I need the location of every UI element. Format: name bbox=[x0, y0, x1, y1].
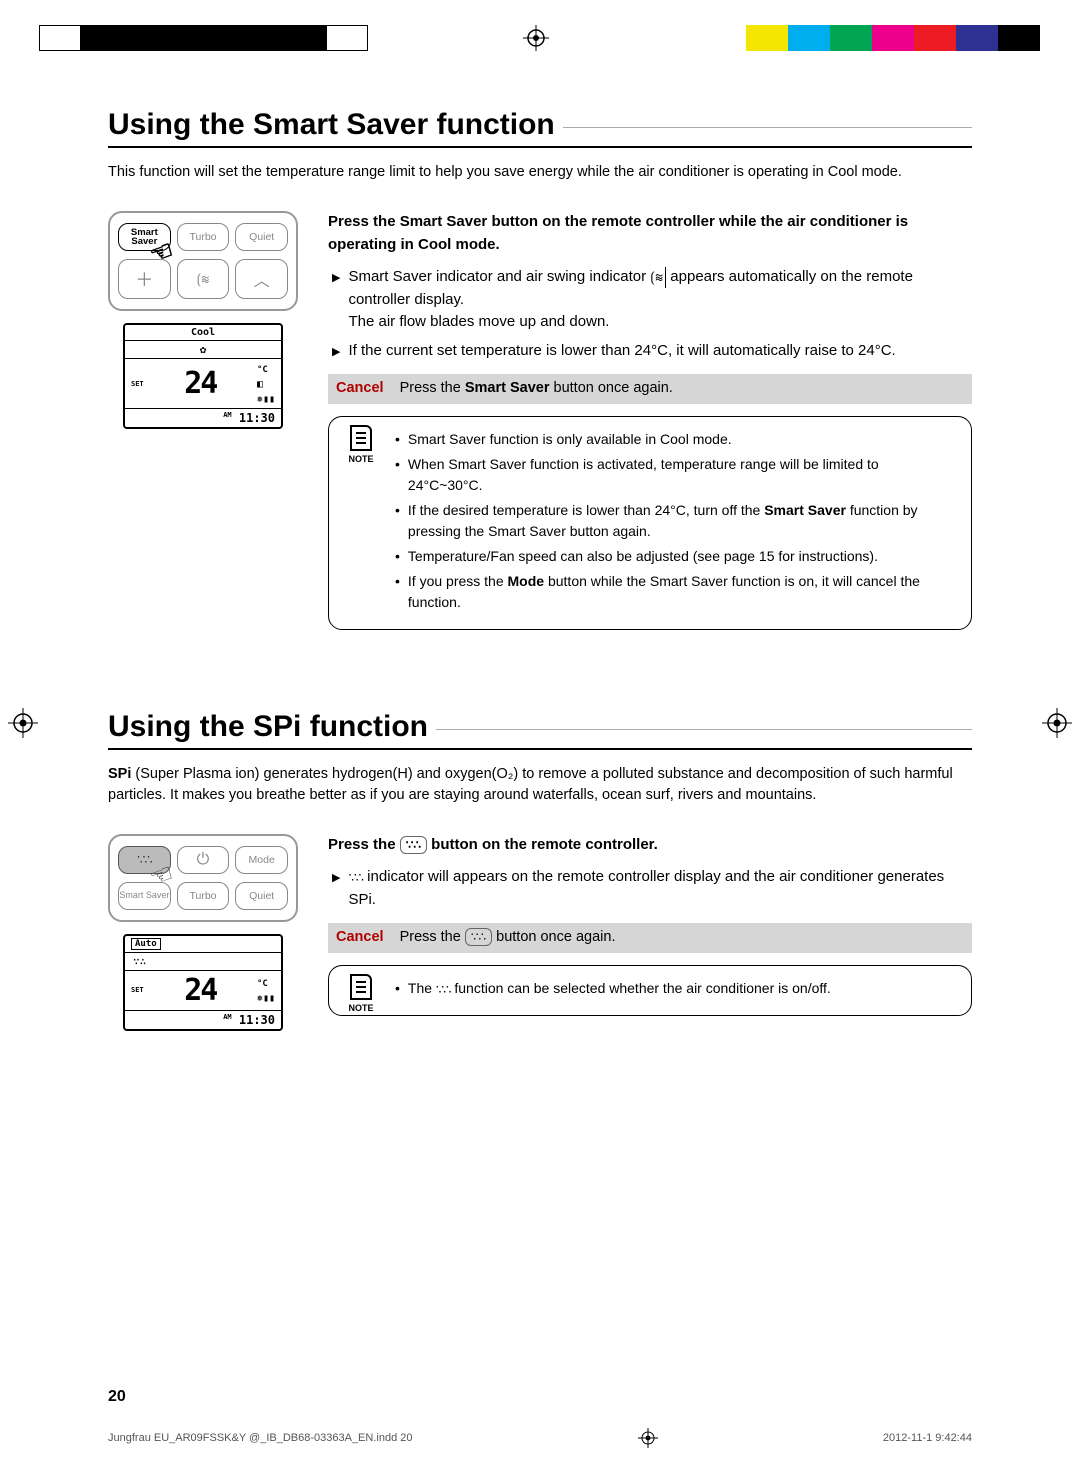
swing-inline-icon: ⟮≋ bbox=[650, 267, 666, 288]
spi-inline-icon: ∵∴ bbox=[436, 980, 451, 1000]
quiet-button-2[interactable]: Quiet bbox=[235, 882, 288, 910]
power-icon: ⏻ bbox=[197, 851, 210, 869]
section1-title: Using the Smart Saver function bbox=[108, 108, 972, 148]
plus-icon: ＋ bbox=[135, 266, 153, 292]
cancel-label-2: Cancel bbox=[336, 927, 384, 949]
note-item: If you press the Mode button while the S… bbox=[395, 571, 957, 613]
triangle-icon: ▶ bbox=[332, 344, 340, 363]
lcd-am-2: AM bbox=[223, 1013, 231, 1021]
section1-note: NOTE Smart Saver function is only availa… bbox=[328, 416, 972, 630]
triangle-icon: ▶ bbox=[332, 870, 340, 911]
lcd-display-2: Auto ∵∴ SET 24 °C ❅▮▮ AM 11:30 bbox=[123, 934, 283, 1031]
print-datetime: 2012-11-1 9:42:44 bbox=[883, 1432, 972, 1444]
page-content: Using the Smart Saver function This func… bbox=[108, 108, 972, 1356]
registration-target-icon bbox=[523, 25, 549, 51]
section1-bullet2: ▶ If the current set temperature is lowe… bbox=[328, 340, 972, 363]
note-item: If the desired temperature is lower than… bbox=[395, 500, 957, 542]
lcd-time-2: 11:30 bbox=[239, 1013, 275, 1027]
lcd-temp: 24 bbox=[144, 366, 257, 401]
note-icon: NOTE bbox=[341, 974, 381, 1016]
spi-button[interactable]: ∵∴ ☜ bbox=[118, 846, 171, 874]
note-item: Temperature/Fan speed can also be adjust… bbox=[395, 546, 957, 567]
section2-cancel-row: Cancel Press the ∵∴ button once again. bbox=[328, 923, 972, 953]
lcd-set-label-2: SET bbox=[131, 986, 144, 994]
section1-title-text: Using the Smart Saver function bbox=[108, 108, 555, 142]
mode-button[interactable]: Mode bbox=[235, 846, 288, 874]
triangle-icon: ▶ bbox=[332, 270, 340, 334]
section2-title: Using the SPi function bbox=[108, 710, 972, 750]
cancel-text-2: Press the ∵∴ button once again. bbox=[400, 927, 616, 949]
quiet-button[interactable]: Quiet bbox=[235, 223, 288, 251]
page-number: 20 bbox=[108, 1388, 126, 1406]
remote1-top: Smart Saver ☜ Turbo Quiet ＋ ⟮≋ ︿ bbox=[108, 211, 298, 311]
lcd-mode-2: Auto bbox=[125, 936, 281, 953]
lcd-unit: °C bbox=[257, 365, 268, 375]
lcd-spi-indicator-icon: ∵∴ bbox=[125, 953, 281, 971]
section2-note: NOTE The ∵∴ function can be selected whe… bbox=[328, 965, 972, 1016]
swing-icon: ⟮≋ bbox=[197, 271, 210, 288]
cancel-label: Cancel bbox=[336, 378, 384, 400]
section2-note-item: The ∵∴ function can be selected whether … bbox=[395, 978, 957, 999]
print-footer: Jungfrau EU_AR09FSSK&Y @_IB_DB68-03363A_… bbox=[108, 1428, 972, 1448]
lcd-set-label: SET bbox=[131, 380, 144, 388]
smartsaver-indicator-icon: ◧ bbox=[257, 379, 263, 390]
smart-saver-button[interactable]: Smart Saver ☜ bbox=[118, 223, 171, 251]
color-strip bbox=[704, 25, 1040, 51]
lcd-display-1: Cool ✿ SET 24 °C ◧ ❅▮▮ AM 11:30 bbox=[123, 323, 283, 429]
note-item: Smart Saver function is only available i… bbox=[395, 429, 957, 450]
lcd-am: AM bbox=[223, 411, 231, 419]
lcd-unit-2: °C bbox=[257, 979, 268, 989]
swing-button[interactable]: ⟮≋ bbox=[177, 259, 230, 299]
spi-button-inline-icon: ∵∴ bbox=[400, 836, 427, 854]
print-registration-bar bbox=[40, 24, 1040, 52]
spi-button-inline-icon: ∵∴ bbox=[465, 928, 492, 946]
fan-indicator-icon: ❅▮▮ bbox=[257, 394, 275, 405]
note-item: When Smart Saver function is activated, … bbox=[395, 454, 957, 496]
chevron-up-icon: ︿ bbox=[254, 267, 270, 291]
cancel-text: Press the Smart Saver button once again. bbox=[400, 378, 673, 400]
section1-intro: This function will set the temperature r… bbox=[108, 162, 972, 183]
section2-bullet1: ▶ ∵∴ indicator will appears on the remot… bbox=[328, 866, 972, 911]
turbo-button-2[interactable]: Turbo bbox=[177, 882, 230, 910]
smart-saver-button-2[interactable]: Smart Saver bbox=[118, 882, 171, 910]
note-icon: NOTE bbox=[341, 425, 381, 467]
lcd-mode: Cool bbox=[125, 325, 281, 341]
up-button[interactable]: ︿ bbox=[235, 259, 288, 299]
section1-cancel-row: Cancel Press the Smart Saver button once… bbox=[328, 374, 972, 404]
section1-instruction: Press the Smart Saver button on the remo… bbox=[328, 211, 972, 256]
bw-strip bbox=[40, 25, 368, 51]
spi-inline-icon: ∵∴ bbox=[348, 868, 363, 888]
lcd-temp-2: 24 bbox=[144, 973, 257, 1008]
fan-indicator-icon: ❅▮▮ bbox=[257, 993, 275, 1004]
registration-mark-left-icon bbox=[8, 708, 38, 743]
turbo-button[interactable]: Turbo bbox=[177, 223, 230, 251]
lcd-time: 11:30 bbox=[239, 411, 275, 425]
section2-intro: SPi (Super Plasma ion) generates hydroge… bbox=[108, 764, 972, 806]
remote2-top: ∵∴ ☜ ⏻ Mode Smart Saver Turbo Quiet bbox=[108, 834, 298, 922]
registration-target-bottom-icon bbox=[638, 1428, 658, 1448]
print-filename: Jungfrau EU_AR09FSSK&Y @_IB_DB68-03363A_… bbox=[108, 1432, 412, 1444]
registration-mark-right-icon bbox=[1042, 708, 1072, 743]
section2-instruction: Press the ∵∴ button on the remote contro… bbox=[328, 834, 972, 857]
lcd-icon-row: ✿ bbox=[125, 341, 281, 359]
plus-button[interactable]: ＋ bbox=[118, 259, 171, 299]
section1-bullet1: ▶ Smart Saver indicator and air swing in… bbox=[328, 266, 972, 334]
power-button[interactable]: ⏻ bbox=[177, 846, 230, 874]
section2-title-text: Using the SPi function bbox=[108, 710, 428, 744]
